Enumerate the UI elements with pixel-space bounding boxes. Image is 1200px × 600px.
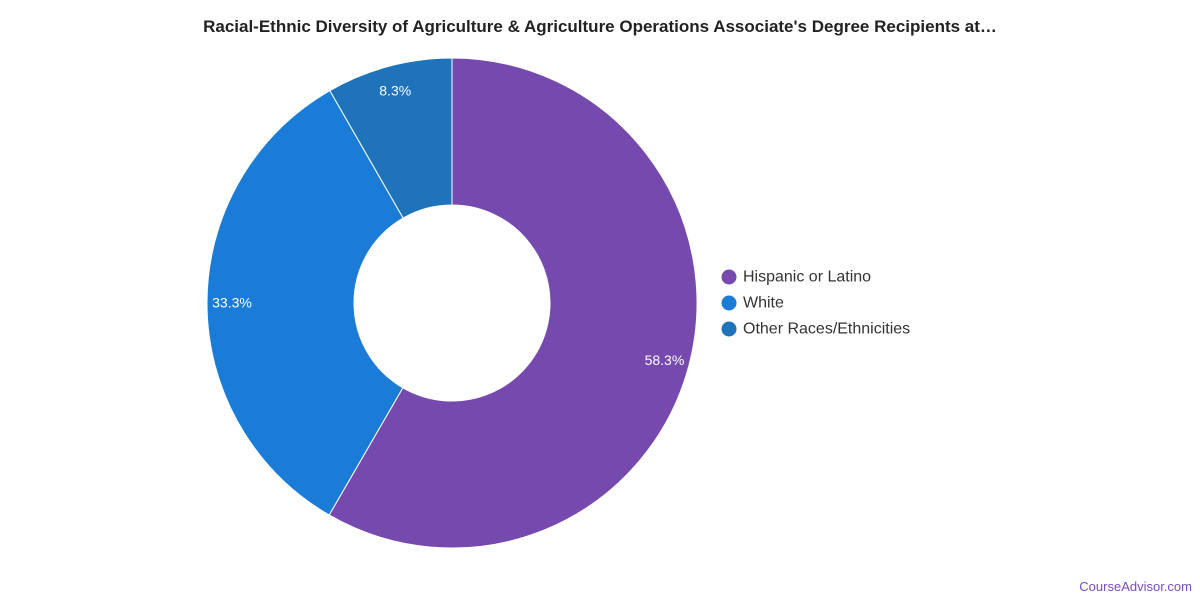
slice-label-other-races-ethnicities: 8.3% [379,82,411,98]
legend-item-hispanic-or-latino[interactable]: Hispanic or Latino [721,269,872,286]
slice-hispanic-or-latino[interactable] [328,57,698,549]
legend-item-other-races-ethnicities[interactable]: Other Races/Ethnicities [721,321,911,338]
chart-title: Racial-Ethnic Diversity of Agriculture &… [203,17,997,36]
legend-label-other-races-ethnicities: Other Races/Ethnicities [743,321,910,338]
legend-label-white: White [743,295,784,312]
legend-swatch-other-races-ethnicities [721,321,737,337]
legend-swatch-hispanic-or-latino [721,269,737,285]
slice-label-hispanic-or-latino: 58.3% [645,352,685,368]
slice-label-white: 33.3% [212,295,252,311]
watermark[interactable]: CourseAdvisor.com [1079,579,1192,594]
slice-other-races-ethnicities[interactable] [329,57,453,219]
slice-white[interactable] [206,89,404,516]
donut-slices [206,57,698,549]
slice-labels: 58.3% 33.3% 8.3% [212,82,684,368]
legend-swatch-white [721,295,737,311]
legend: Hispanic or Latino White Other Races/Ethni… [721,269,911,338]
legend-item-white[interactable]: White [721,295,785,312]
legend-label-hispanic-or-latino: Hispanic or Latino [743,269,871,286]
